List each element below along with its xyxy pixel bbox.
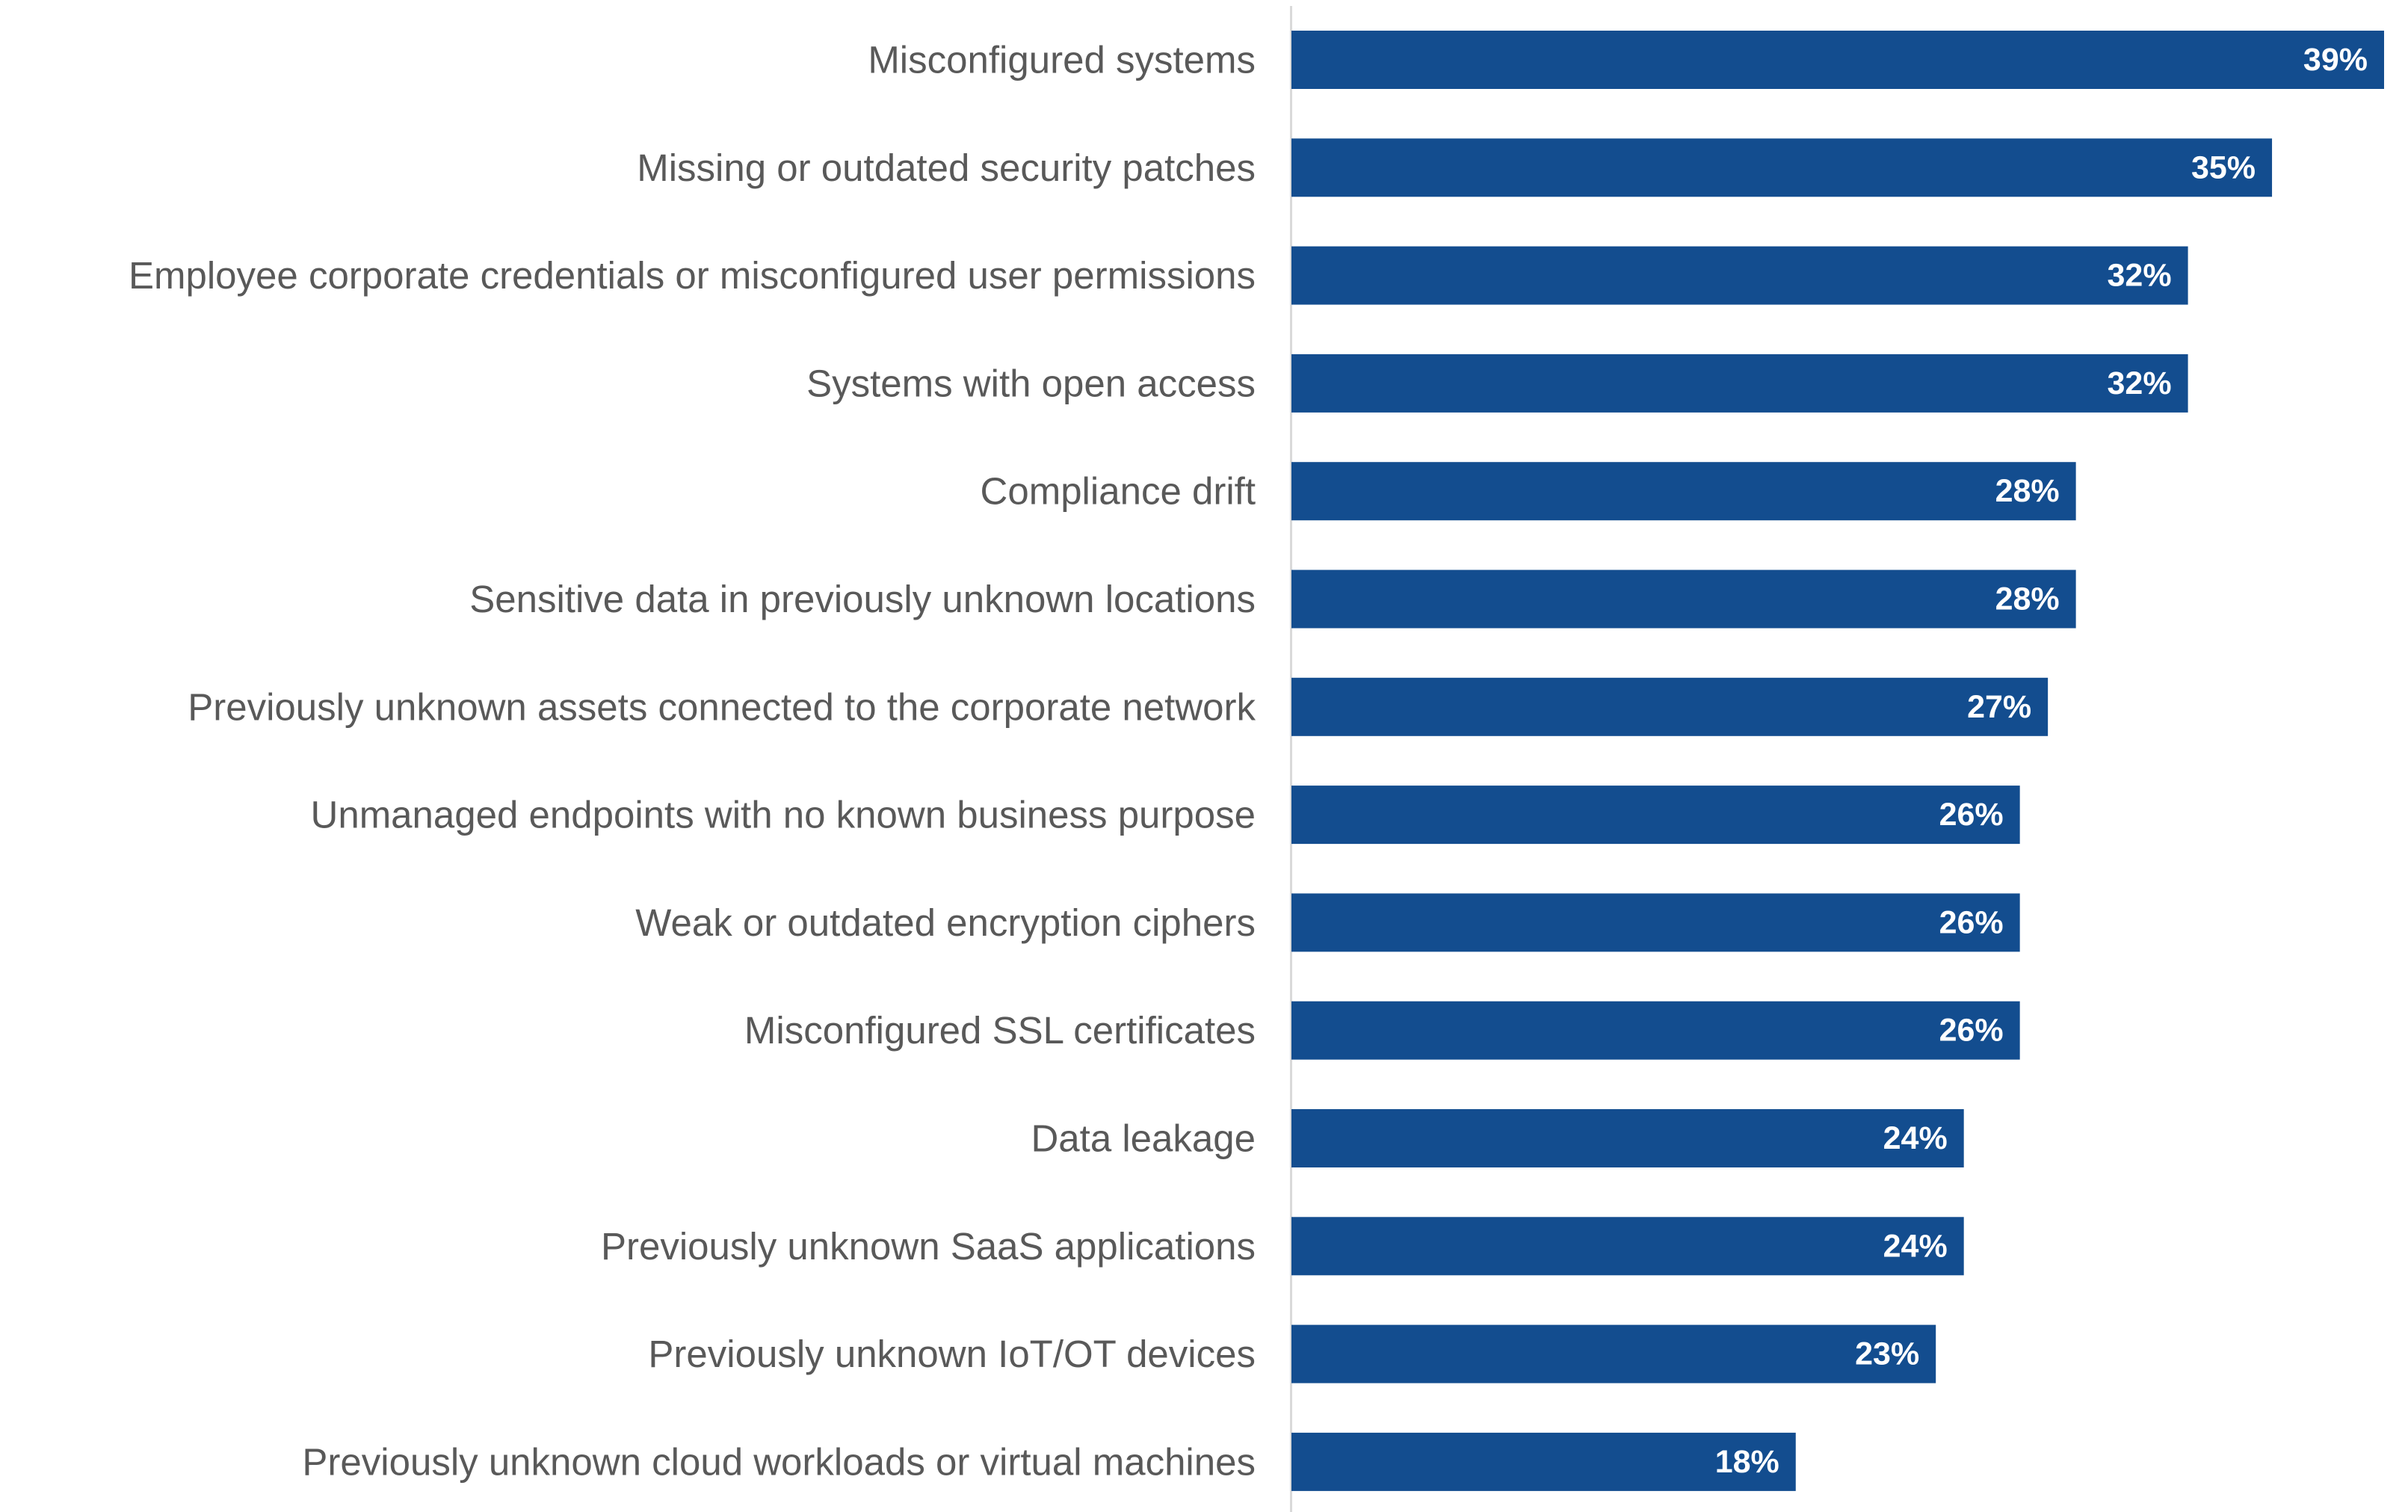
bar (1291, 1217, 1964, 1276)
value-label: 35% (2191, 149, 2256, 185)
category-label: Unmanaged endpoints with no known busine… (311, 794, 1256, 836)
value-label: 27% (1967, 689, 2031, 725)
value-label: 26% (1939, 1013, 2004, 1049)
value-label: 18% (1715, 1444, 1779, 1480)
category-label: Previously unknown cloud workloads or vi… (302, 1440, 1256, 1483)
category-label: Data leakage (1031, 1117, 1256, 1160)
category-labels-group: Misconfigured systems Missing or outdated… (129, 39, 1256, 1484)
value-label: 24% (1883, 1120, 1948, 1156)
category-label: Misconfigured SSL certificates (744, 1009, 1256, 1052)
bar (1291, 1001, 2020, 1060)
bar (1291, 677, 2049, 736)
value-labels-group: 39% 35% 32% 32% 28% 28% 27% 26% 26% 26% 24% 24% 23% 1… (1715, 42, 2368, 1480)
value-label: 32% (2108, 365, 2172, 401)
category-label: Compliance drift (981, 470, 1256, 513)
category-label: Missing or outdated security patches (637, 146, 1256, 189)
bar (1291, 1432, 1796, 1491)
value-label: 32% (2108, 258, 2172, 294)
bar (1291, 31, 2384, 89)
bar (1291, 354, 2188, 413)
category-label: Systems with open access (806, 362, 1256, 404)
bar (1291, 570, 2076, 629)
bar (1291, 462, 2076, 521)
category-label: Weak or outdated encryption ciphers (635, 901, 1256, 944)
value-label: 23% (1855, 1336, 1919, 1372)
category-label: Previously unknown IoT/OT devices (648, 1333, 1256, 1375)
bars-group (1291, 31, 2384, 1491)
category-label: Previously unknown assets connected to t… (188, 685, 1256, 728)
bar (1291, 786, 2020, 845)
value-label: 26% (1939, 797, 2004, 833)
bar (1291, 1324, 1936, 1383)
value-label: 24% (1883, 1228, 1948, 1264)
category-label: Misconfigured systems (868, 39, 1256, 81)
bar (1291, 893, 2020, 952)
bar (1291, 1109, 1964, 1167)
value-label: 26% (1939, 904, 2004, 940)
category-label: Employee corporate credentials or miscon… (129, 254, 1256, 297)
value-label: 28% (1995, 581, 2060, 617)
value-label: 28% (1995, 473, 2060, 509)
bar (1291, 246, 2188, 305)
value-label: 39% (2303, 42, 2368, 78)
bar (1291, 138, 2273, 197)
category-label: Sensitive data in previously unknown loc… (469, 578, 1256, 620)
category-label: Previously unknown SaaS applications (601, 1225, 1256, 1268)
